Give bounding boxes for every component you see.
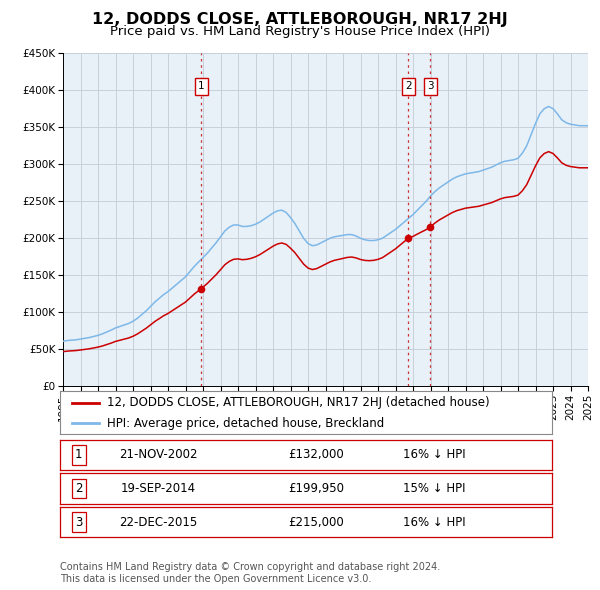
Text: £215,000: £215,000 [288, 516, 344, 529]
Text: 21-NOV-2002: 21-NOV-2002 [119, 448, 197, 461]
Text: £132,000: £132,000 [288, 448, 344, 461]
Text: Price paid vs. HM Land Registry's House Price Index (HPI): Price paid vs. HM Land Registry's House … [110, 25, 490, 38]
Text: 3: 3 [75, 516, 82, 529]
Text: 2: 2 [75, 482, 82, 495]
Text: 16% ↓ HPI: 16% ↓ HPI [403, 516, 465, 529]
Text: 16% ↓ HPI: 16% ↓ HPI [403, 448, 465, 461]
Text: 15% ↓ HPI: 15% ↓ HPI [403, 482, 465, 495]
Text: 19-SEP-2014: 19-SEP-2014 [121, 482, 196, 495]
Text: 22-DEC-2015: 22-DEC-2015 [119, 516, 197, 529]
Text: 12, DODDS CLOSE, ATTLEBOROUGH, NR17 2HJ: 12, DODDS CLOSE, ATTLEBOROUGH, NR17 2HJ [92, 12, 508, 27]
Text: 12, DODDS CLOSE, ATTLEBOROUGH, NR17 2HJ (detached house): 12, DODDS CLOSE, ATTLEBOROUGH, NR17 2HJ … [107, 396, 490, 409]
Text: 1: 1 [198, 81, 205, 91]
Text: HPI: Average price, detached house, Breckland: HPI: Average price, detached house, Brec… [107, 417, 384, 430]
Text: 3: 3 [427, 81, 433, 91]
Text: 1: 1 [75, 448, 82, 461]
Text: 2: 2 [405, 81, 412, 91]
Text: £199,950: £199,950 [288, 482, 344, 495]
Text: Contains HM Land Registry data © Crown copyright and database right 2024.
This d: Contains HM Land Registry data © Crown c… [60, 562, 440, 584]
